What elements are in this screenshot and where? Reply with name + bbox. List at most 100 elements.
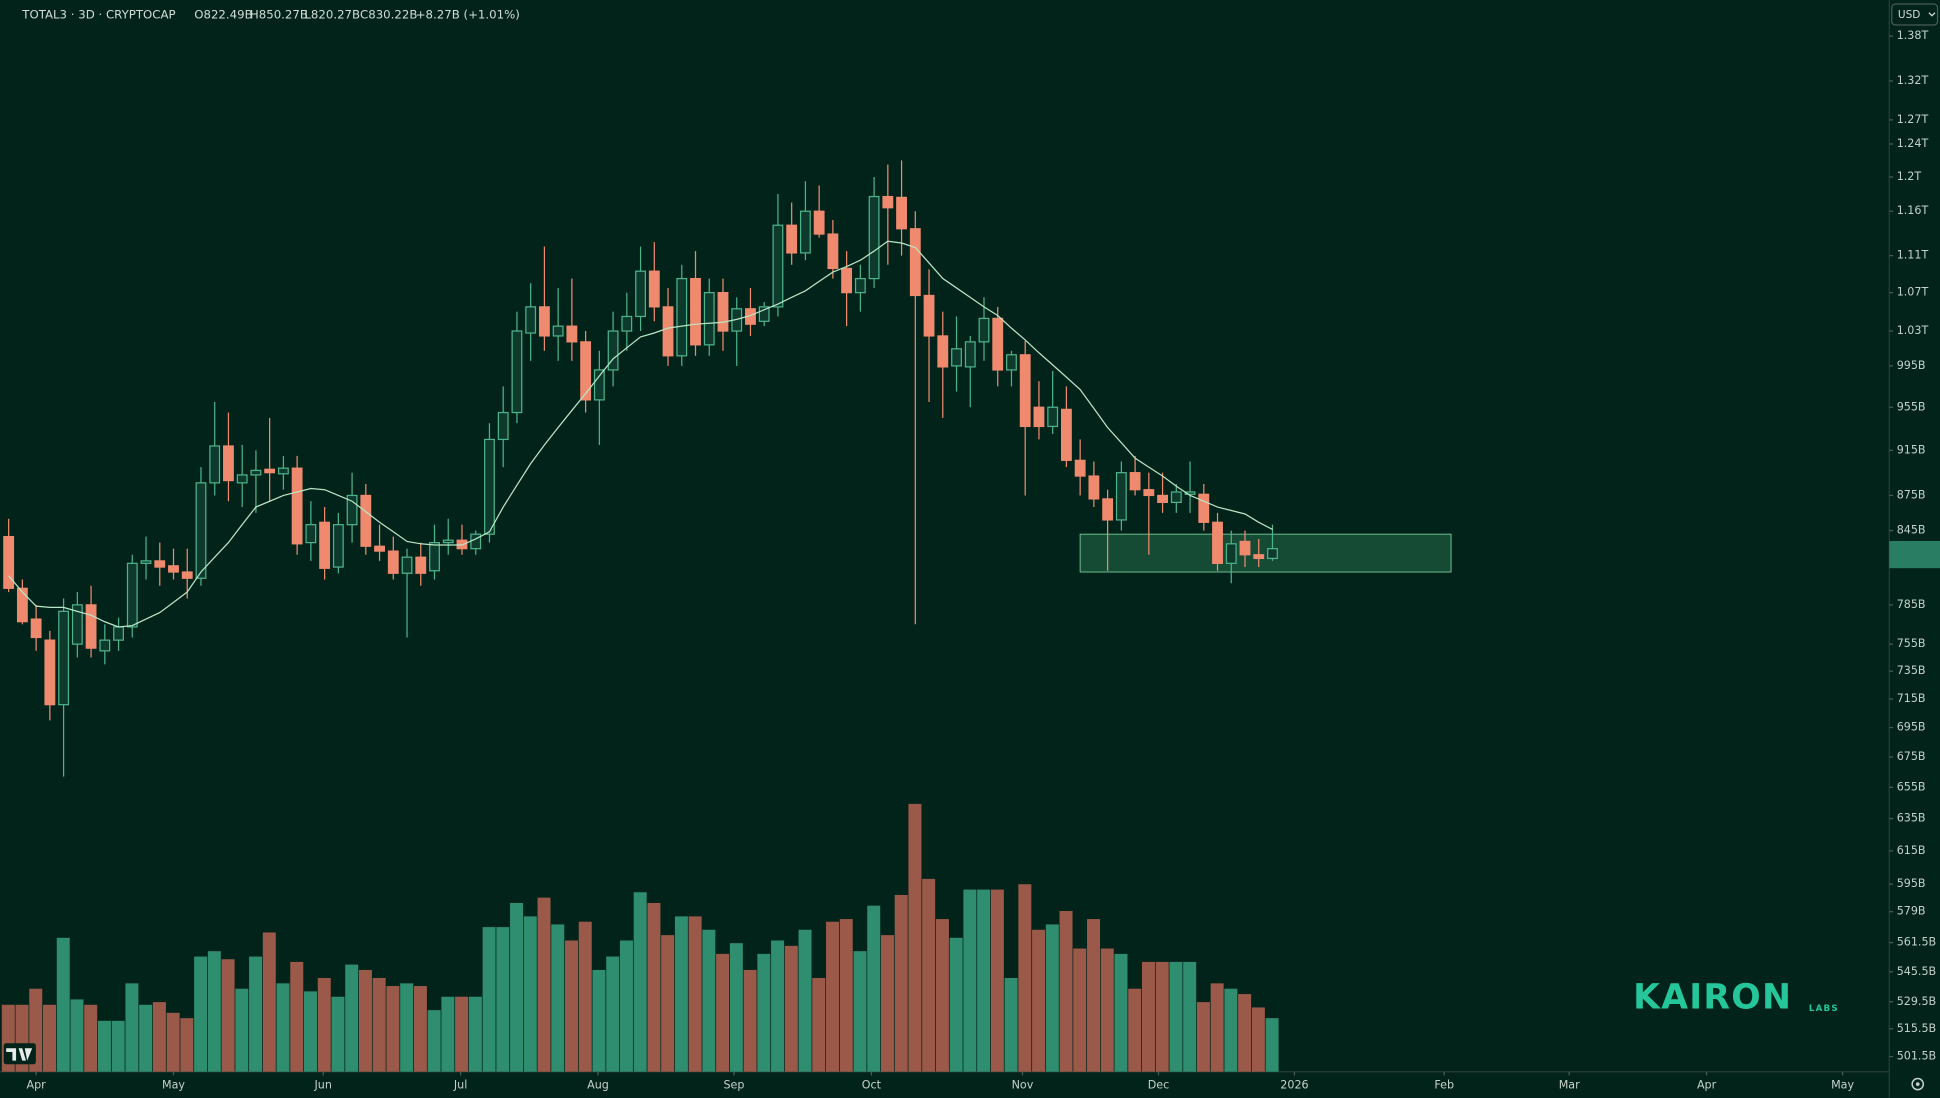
volume-bar [1045, 924, 1059, 1072]
candle-body [1212, 521, 1223, 564]
volume-bar [1251, 1007, 1265, 1072]
x-tick-label: Mar [1559, 1078, 1580, 1091]
candle-body [1102, 498, 1114, 521]
volume-bar [1128, 988, 1142, 1072]
volume-bar [372, 977, 386, 1072]
volume-bar [482, 927, 496, 1072]
candle-body [951, 348, 962, 367]
candle-body [854, 277, 866, 294]
candle-body [841, 267, 853, 294]
volume-bar [1265, 1018, 1279, 1072]
x-tick-label: Oct [862, 1078, 882, 1091]
x-tick-label: Apr [1697, 1078, 1717, 1091]
candle-body [3, 535, 15, 589]
candle-body [71, 604, 83, 645]
volume-bar [1100, 948, 1114, 1072]
volume-bar [908, 803, 922, 1072]
candle-body [525, 306, 537, 334]
x-tick-label: Apr [27, 1078, 47, 1091]
volume-bar [990, 889, 1004, 1072]
moving-average [8, 240, 1273, 628]
candle-body [593, 369, 605, 401]
y-tick-label: 615B [1897, 844, 1926, 857]
x-tick-label: 2026 [1280, 1078, 1308, 1091]
y-tick-label: 1.2T [1897, 170, 1922, 183]
candle-body [85, 604, 97, 649]
volume-bar [771, 940, 785, 1072]
candle-body [360, 494, 372, 547]
y-tick-label: 635B [1897, 812, 1926, 825]
candle-body [1074, 459, 1086, 477]
candle-body [374, 545, 385, 552]
y-tick-label: 1.38T [1897, 29, 1929, 42]
candle-body [140, 560, 152, 564]
y-tick-label: 785B [1897, 598, 1926, 611]
y-tick-label: 561.5B [1897, 936, 1936, 949]
candle-body [99, 639, 111, 652]
candle-body [868, 195, 880, 280]
volume-bar [551, 924, 565, 1072]
candle-body [30, 618, 42, 639]
candle-body [346, 494, 358, 526]
candle-body [552, 325, 564, 337]
candle-body [1006, 354, 1017, 371]
candle-body [44, 639, 56, 706]
volume-bar [70, 999, 84, 1072]
y-tick-label: 1.11T [1897, 249, 1929, 262]
candle-body [1225, 543, 1237, 564]
volume-bar [867, 905, 881, 1072]
volume-bar [523, 916, 537, 1072]
candle-body [964, 341, 976, 368]
candle-body [1033, 406, 1045, 428]
candle-body [1267, 548, 1278, 560]
ohlc-close: C830.22B [360, 8, 417, 22]
volume-bar [331, 996, 345, 1072]
candle-body [799, 210, 811, 254]
y-tick-label: 1.32T [1897, 74, 1929, 87]
y-tick-label: 995B [1897, 359, 1926, 372]
support-zone [1079, 533, 1452, 573]
volume-bar [826, 921, 840, 1072]
volume-layer [1, 803, 1279, 1072]
volume-bar [84, 1004, 98, 1072]
volume-bar [413, 986, 427, 1072]
candle-body [992, 317, 1004, 371]
x-tick-label: Aug [587, 1078, 609, 1091]
candle-body [236, 474, 248, 484]
volume-bar [537, 897, 551, 1072]
volume-bar [358, 969, 372, 1072]
candle-body [621, 315, 633, 332]
y-tick-label: 545.5B [1897, 965, 1936, 978]
candle-body [813, 210, 825, 235]
volume-bar [152, 1002, 166, 1072]
candle-body [319, 521, 331, 569]
candle-body [1239, 540, 1251, 556]
symbol: TOTAL3 · 3D · CRYPTOCAP [21, 8, 175, 22]
candle-body [497, 411, 509, 441]
ohlc-low: L820.27B [304, 8, 360, 22]
candle-layer [3, 160, 1278, 777]
volume-bar [894, 894, 908, 1072]
volume-bar [496, 927, 510, 1072]
candle-body [1115, 472, 1127, 521]
volume-bar [619, 940, 633, 1072]
settings-icon[interactable] [1911, 1077, 1925, 1091]
y-tick-label: 501.5B [1897, 1050, 1936, 1063]
volume-bar [235, 988, 249, 1072]
volume-bar [880, 935, 894, 1072]
candle-body [195, 482, 207, 579]
currency-label[interactable]: USD [1898, 9, 1920, 21]
candle-body [168, 565, 179, 573]
volume-bar [633, 892, 647, 1072]
volume-bar [922, 878, 936, 1072]
volume-bar [249, 956, 263, 1072]
volume-bar [207, 951, 221, 1072]
currency-button[interactable] [1891, 3, 1939, 26]
candle-body [1157, 494, 1169, 503]
candle-body [1088, 475, 1100, 500]
volume-bar [784, 945, 798, 1072]
candle-body [126, 562, 138, 628]
candle-body [690, 277, 701, 346]
y-tick-label: 845B [1897, 524, 1926, 537]
